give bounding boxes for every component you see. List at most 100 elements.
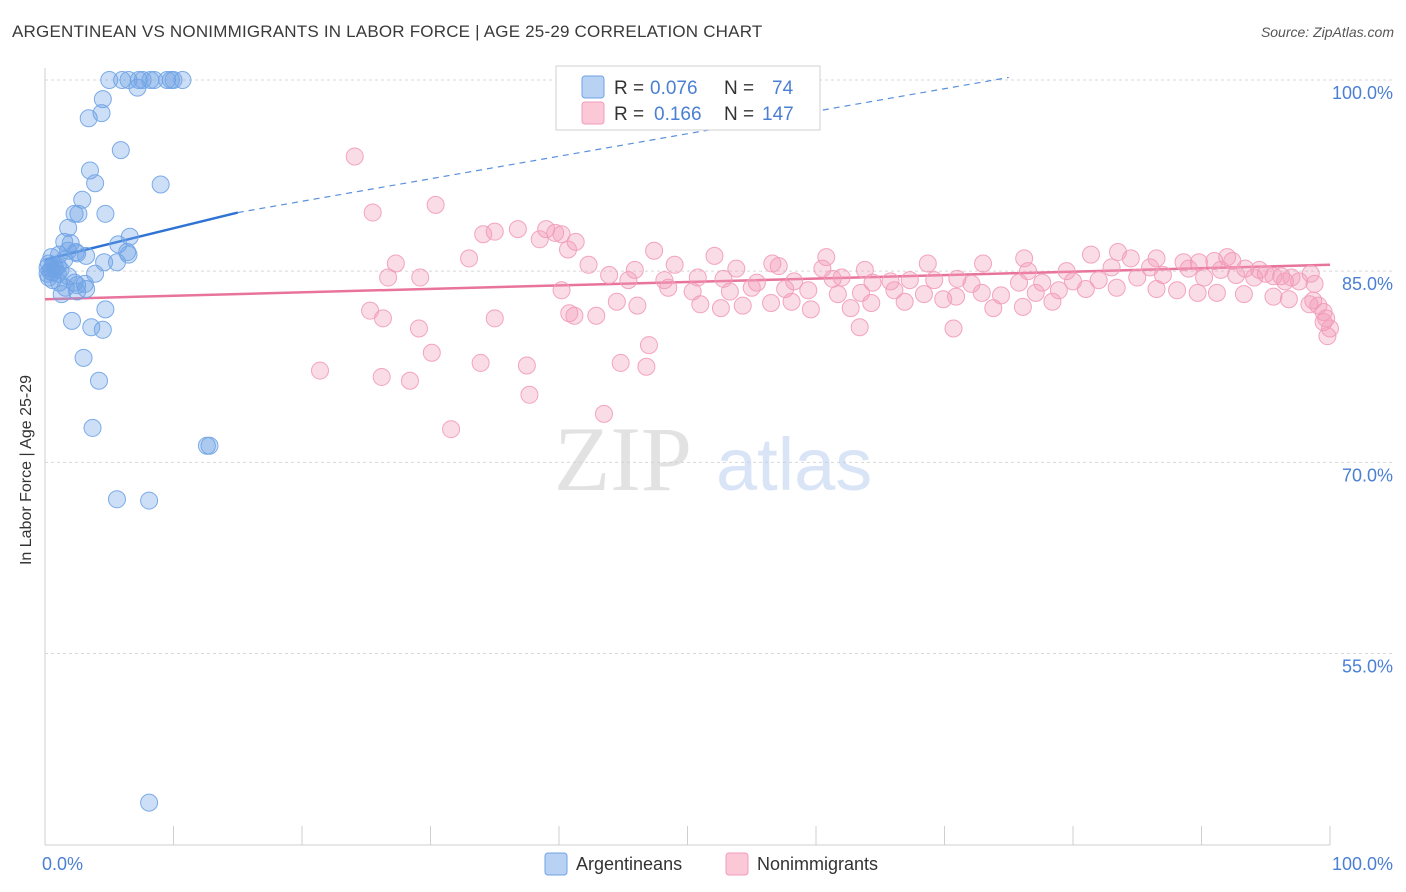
argentineans-point-67 [89,371,108,390]
argentineans-point-10 [173,71,192,89]
argentineans-point-15 [111,141,130,160]
argentineans-point-70 [197,436,216,455]
nonimmigrants-point-9 [552,225,571,244]
legend-n-label-2: N = [724,104,754,125]
nonimmigrants-point-93 [1049,281,1068,300]
top-legend: R = 0.076 N = 74 R = 0.166 N = 147 [555,65,821,131]
nonimmigrants-point-87 [885,281,904,300]
nonimmigrants-point-75 [1276,272,1295,291]
nonimmigrants-point-66 [1033,273,1052,292]
nonimmigrants-point-147 [442,420,461,439]
nonimmigrants-point-4 [508,220,527,239]
nonimmigrants-point-115 [895,292,914,311]
nonimmigrants-point-99 [1207,283,1226,302]
nonimmigrants-point-64 [962,274,981,293]
nonimmigrants-point-124 [1314,313,1333,332]
chart-title: ARGENTINEAN VS NONIMMIGRANTS IN LABOR FO… [12,22,763,41]
nonimmigrants-point-6 [546,223,565,242]
nonimmigrants-point-110 [762,294,781,313]
nonimmigrants-point-136 [639,336,658,355]
nonimmigrants-trend-line [44,263,1331,301]
argentineans-point-19 [73,190,92,209]
nonimmigrants-point-72 [1227,265,1246,284]
argentineans-trend-extension [237,76,1009,214]
nonimmigrants-point-8 [530,230,549,249]
watermark: ZIP atlas [554,408,872,510]
argentineans-point-73 [140,793,159,812]
nonimmigrants-point-79 [659,278,678,297]
argentineans-point-17 [86,174,105,193]
nonimmigrants-point-129 [485,309,504,328]
nonimmigrants-point-65 [1010,273,1029,292]
argentineans-point-64 [82,318,101,337]
nonimmigrants-point-88 [914,285,933,304]
nonimmigrants-point-38 [1057,262,1076,281]
nonimmigrants-point-146 [594,404,613,423]
argentineans-point-62 [96,300,115,319]
data-points [38,71,1339,812]
argentineans-point-7 [158,71,177,89]
x-tick-label-0: 0.0% [42,854,83,874]
nonimmigrants-point-11 [558,240,577,259]
nonimmigrants-point-26 [386,254,405,273]
nonimmigrants-point-101 [1264,287,1283,306]
nonimmigrants-point-135 [1318,327,1337,346]
nonimmigrants-point-1 [363,203,382,222]
bottom-legend-label-argentineans: Argentineans [576,854,682,874]
argentineans-point-68 [83,418,102,437]
nonimmigrants-point-51 [619,271,638,290]
nonimmigrants-point-84 [799,281,818,300]
nonimmigrants-point-108 [711,299,730,318]
nonimmigrants-point-14 [817,248,836,267]
bottom-legend-label-nonimmigrants: Nonimmigrants [757,854,878,874]
nonimmigrants-point-2 [426,195,445,214]
nonimmigrants-point-109 [733,296,752,315]
nonimmigrants-point-143 [372,367,391,386]
nonimmigrants-point-128 [409,319,428,338]
nonimmigrants-point-137 [422,343,441,362]
x-tick-labels: 0.0% 100.0% [42,854,1393,874]
argentineans-point-23 [59,218,78,237]
legend-r-value-1: 0.076 [650,78,698,99]
nonimmigrants-point-85 [828,285,847,304]
axes [44,68,1331,846]
nonimmigrants-point-96 [1147,280,1166,299]
y-tick-labels: 100.0% 85.0% 70.0% 55.0% [1332,83,1393,677]
nonimmigrants-point-111 [782,292,801,311]
nonimmigrants-point-90 [972,283,991,302]
argentineans-point-18 [151,175,170,194]
legend-swatch-nonimmigrants [581,101,605,125]
nonimmigrants-point-32 [769,257,788,276]
nonimmigrants-point-114 [862,294,881,313]
bottom-legend-swatch-nonimmigrants [725,852,749,876]
nonimmigrants-point-41 [1179,259,1198,278]
y-tick-label-2: 70.0% [1342,465,1393,485]
nonimmigrants-point-0 [345,147,364,166]
nonimmigrants-point-74 [1264,267,1283,286]
nonimmigrants-point-49 [379,268,398,287]
x-tick-label-1: 100.0% [1332,854,1393,874]
nonimmigrants-point-82 [742,278,761,297]
nonimmigrants-point-134 [944,319,963,338]
nonimmigrants-point-140 [611,353,630,372]
nonimmigrants-point-28 [625,260,644,279]
nonimmigrants-point-145 [520,385,539,404]
nonimmigrants-point-53 [688,268,707,287]
nonimmigrants-point-68 [1089,271,1108,290]
nonimmigrants-point-113 [841,299,860,318]
argentineans-point-60 [68,282,87,301]
argentineans-point-22 [96,204,115,223]
nonimmigrants-point-133 [850,318,869,337]
argentineans-point-65 [93,320,112,339]
argentineans-point-11 [128,78,147,97]
nonimmigrants-point-29 [665,255,684,274]
nonimmigrants-point-139 [517,356,536,375]
nonimmigrants-point-60 [881,272,900,291]
y-tick-label-1: 85.0% [1342,274,1393,294]
nonimmigrants-point-55 [747,273,766,292]
argentineans-point-21 [69,204,88,223]
nonimmigrants-point-97 [1168,281,1187,300]
nonimmigrants-point-62 [925,271,944,290]
argentineans-point-57 [68,276,87,295]
